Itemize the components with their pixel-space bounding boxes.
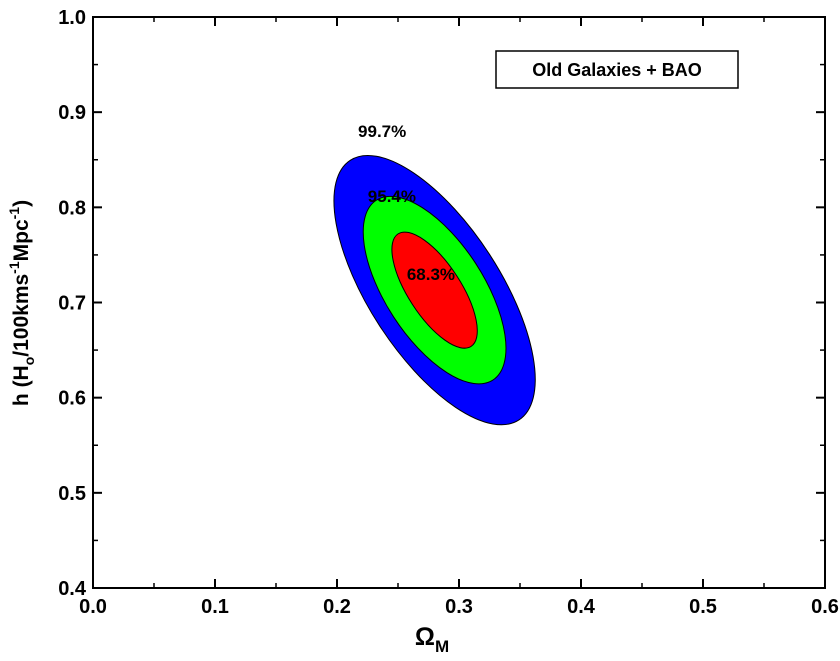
y-tick-label: 0.4 [58,578,87,600]
x-axis-title: ΩM [415,623,449,656]
y-tick-label: 0.5 [58,483,86,505]
contour-layer [333,154,536,426]
x-tick-label: 0.6 [811,596,839,618]
y-tick-label: 0.9 [58,102,86,124]
x-tick-label: 0.2 [323,596,351,618]
contour-683 [391,231,478,349]
legend-text: Old Galaxies + BAO [532,60,702,80]
y-axis-title: h (Ho/100kms-1Mpc-1) [6,200,37,406]
y-tick-label: 0.7 [58,293,86,315]
y-tick-label: 0.8 [58,197,86,219]
contour-labels: 99.7% 95.4% 68.3% [358,122,455,284]
x-tick-label: 0.4 [567,596,596,618]
x-tick-label: 0.1 [201,596,229,618]
contour-label-997: 99.7% [358,122,406,141]
x-tick-label: 0.0 [79,596,107,618]
contour-label-954: 95.4% [368,187,416,206]
y-tick-label: 0.6 [58,388,86,410]
legend-box: Old Galaxies + BAO [495,50,739,89]
contour-label-683: 68.3% [407,265,455,284]
x-tick-label: 0.5 [689,596,717,618]
x-tick-label: 0.3 [445,596,473,618]
ticks-layer: 0.0 0.1 0.2 0.3 0.4 0.5 0.6 0.4 0.5 0.6 0.7 0.8 0.9 1… [58,7,839,618]
y-tick-label: 1.0 [58,7,86,29]
